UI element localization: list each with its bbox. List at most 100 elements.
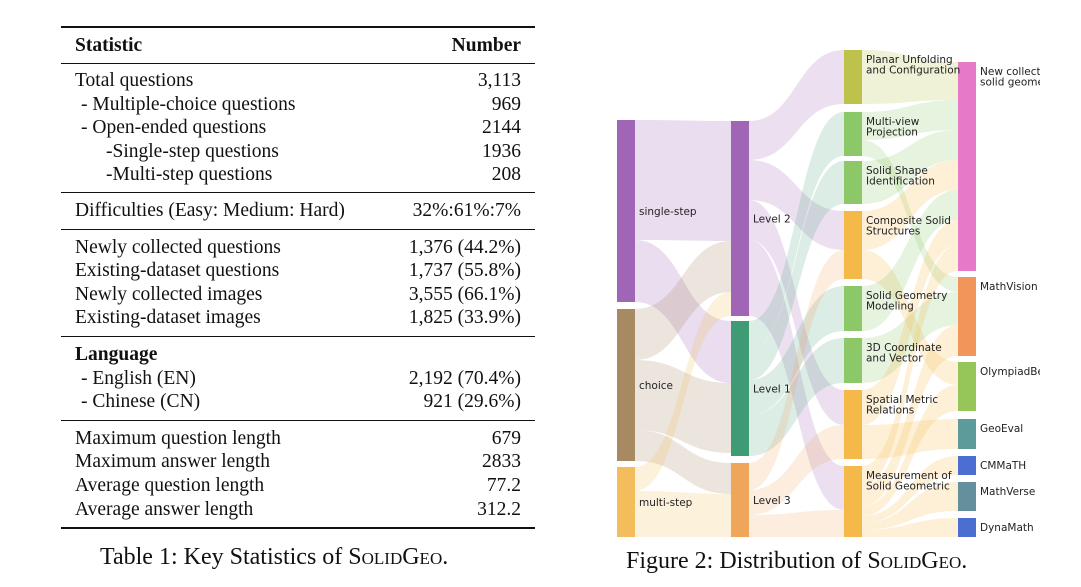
sankey-node-composite-solid-structures — [844, 211, 862, 279]
sankey-node-level-3 — [731, 463, 749, 537]
sankey-link — [862, 292, 958, 383]
distribution-sankey: single-step choice multi-step Level 2 Level … — [617, 50, 1040, 537]
row-label: Language — [75, 343, 158, 365]
table-row: Maximum question length 679 — [61, 427, 535, 451]
sankey-link — [862, 50, 958, 104]
table-rule — [61, 419, 535, 421]
sankey-node-solid-shape-identification — [844, 161, 862, 204]
sankey-label: Measurement of — [866, 470, 952, 482]
table-row: Existing-dataset images 1,825 (33.9%) — [61, 306, 535, 330]
table-row: Maximum answer length 2833 — [61, 450, 535, 474]
sankey-node-planar-unfolding-and-configuration — [844, 50, 862, 104]
section-difficulty: Difficulties (Easy: Medium: Hard) 32%:61%… — [61, 193, 535, 229]
sankey-label: single-step — [639, 206, 697, 218]
sankey-label: Planar Unfolding — [866, 54, 953, 66]
sankey-link — [749, 240, 844, 510]
sankey-link — [862, 100, 958, 140]
sankey-label: MathVision — [980, 281, 1038, 293]
sankey-node-single-step — [617, 120, 635, 302]
figure-caption: Figure 2: Distribution of SolidGeo. — [626, 548, 967, 575]
sankey-label: 3D Coordinate — [866, 342, 942, 354]
sankey-link — [862, 419, 958, 459]
row-label: Existing-dataset images — [75, 307, 261, 329]
sankey-node-spatial-metric-relations — [844, 390, 862, 459]
row-label: - Open-ended questions — [81, 117, 267, 139]
row-label: Existing-dataset questions — [75, 260, 280, 282]
sankey-link — [749, 286, 844, 415]
table-rule — [61, 335, 535, 337]
sankey-link — [635, 120, 731, 241]
header-statistic: Statistic — [75, 35, 143, 56]
figure-caption-prefix: Figure 2: Distribution of — [626, 548, 868, 574]
sankey-link — [862, 130, 958, 204]
row-value: 3,113 — [477, 70, 521, 91]
sankey-node-mathvision — [958, 277, 976, 356]
sankey-label: Level 1 — [753, 384, 791, 396]
row-value: 2833 — [482, 451, 521, 473]
table-row: - Open-ended questions 2144 — [61, 116, 535, 140]
sankey-link — [635, 292, 731, 491]
sankey-node-multi-view-projection — [844, 112, 862, 156]
table-bottom-rule — [61, 527, 535, 530]
sankey-label: Multi-view — [866, 116, 920, 128]
table-row: Average answer length 312.2 — [61, 498, 535, 522]
table-row: Average question length 77.2 — [61, 474, 535, 498]
sankey-labels: single-step choice multi-step Level 2 Level … — [639, 54, 1040, 534]
sankey-node-geoeval — [958, 419, 976, 449]
sankey-link — [635, 430, 731, 494]
sankey-link — [749, 425, 844, 515]
row-value: 208 — [491, 164, 521, 186]
row-label: Maximum answer length — [75, 451, 270, 473]
row-value: 921 (29.6%) — [423, 391, 521, 413]
table-caption: Table 1: Key Statistics of SolidGeo. — [100, 544, 448, 571]
row-label: - English (EN) — [81, 367, 196, 389]
sankey-label: Structures — [866, 226, 920, 238]
sankey-label: Identification — [866, 176, 935, 188]
row-label: Difficulties (Easy: Medium: Hard) — [75, 199, 345, 221]
sankey-link — [749, 200, 844, 425]
sankey-link — [862, 140, 958, 292]
sankey-link — [749, 510, 844, 537]
sankey-label: MathVerse — [980, 486, 1035, 498]
figure-caption-name: SolidGeo — [867, 548, 962, 574]
row-value: 3,555 (66.1%) — [408, 283, 521, 305]
sankey-label: solid geometry — [980, 77, 1040, 89]
row-value: 1936 — [482, 140, 521, 162]
row-value: 2,192 (70.4%) — [408, 367, 521, 389]
sankey-link — [749, 161, 844, 380]
sankey-label: choice — [639, 380, 673, 392]
row-value: 1,376 (44.2%) — [408, 236, 521, 258]
sankey-node-olympiadbench — [958, 362, 976, 411]
table-caption-name: SolidGeo — [348, 544, 443, 570]
sankey-label: Solid Shape — [866, 165, 928, 177]
sankey-nodes — [617, 50, 976, 537]
sankey-label: multi-step — [639, 497, 693, 509]
section-length: Maximum question length 679 Maximum answe… — [61, 421, 535, 527]
table-row: Newly collected images 3,555 (66.1%) — [61, 283, 535, 307]
sankey-link — [749, 338, 844, 456]
sankey-link — [862, 385, 958, 516]
table-top-rule — [61, 26, 535, 28]
sankey-label: Projection — [866, 127, 918, 139]
row-label: -Single-step questions — [106, 140, 279, 162]
sankey-node-multi-step — [617, 467, 635, 537]
sankey-label: OlympiadBench — [980, 366, 1040, 378]
sankey-link — [862, 220, 958, 425]
row-label: Average answer length — [75, 498, 254, 520]
row-value: 1,825 (33.9%) — [408, 307, 521, 329]
sankey-link — [749, 250, 844, 490]
sankey-links — [635, 50, 958, 537]
row-label: Total questions — [75, 70, 194, 91]
sankey-label: Solid Geometry — [866, 290, 947, 302]
statistics-table: Statistic Number Total questions 3,113 - … — [61, 26, 535, 530]
sankey-label: Relations — [866, 405, 914, 417]
sankey-link — [862, 325, 958, 506]
section-language: Language - English (EN) 2,192 (70.4%) - C… — [61, 337, 535, 420]
table-row: - English (EN) 2,192 (70.4%) — [61, 367, 535, 391]
sankey-label: and Configuration — [866, 65, 960, 77]
sankey-label: GeoEval — [980, 423, 1023, 435]
row-label: Newly collected questions — [75, 236, 281, 258]
row-value: 2144 — [482, 117, 521, 139]
row-label: -Multi-step questions — [106, 164, 273, 186]
sankey-link — [635, 360, 731, 453]
